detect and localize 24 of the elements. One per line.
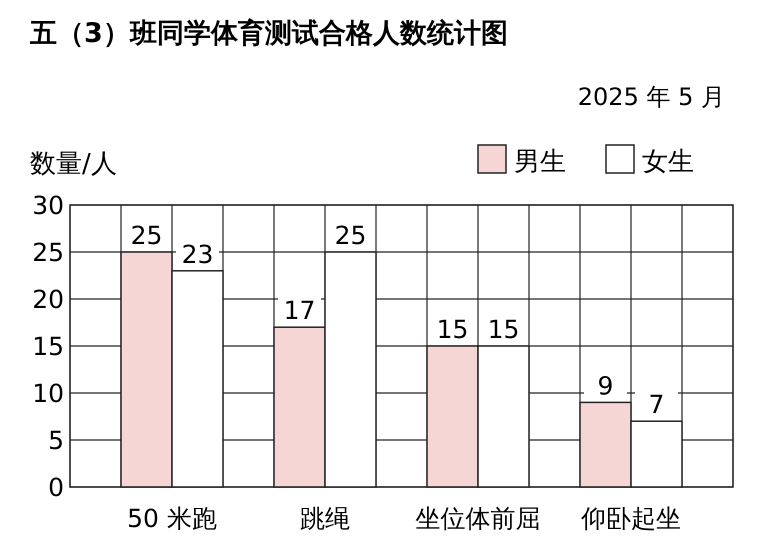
y-tick-label: 25 bbox=[32, 238, 64, 267]
data-label: 17 bbox=[284, 296, 316, 326]
data-label: 7 bbox=[648, 390, 664, 420]
y-tick-label: 10 bbox=[32, 379, 64, 408]
x-tick-label: 50 米跑 bbox=[127, 504, 217, 533]
data-label: 15 bbox=[436, 315, 468, 344]
chart-subtitle: 2025 年 5 月 bbox=[578, 83, 725, 111]
data-label: 23 bbox=[182, 240, 214, 269]
data-label: 25 bbox=[334, 221, 366, 250]
y-tick-label: 20 bbox=[32, 285, 64, 314]
x-tick-label: 跳绳 bbox=[300, 504, 350, 533]
data-label: 9 bbox=[598, 371, 614, 400]
x-tick-label: 坐位体前屈 bbox=[416, 504, 540, 533]
y-axis-title: 数量/人 bbox=[30, 149, 117, 179]
legend-label: 女生 bbox=[642, 147, 694, 177]
data-label: 15 bbox=[488, 315, 520, 344]
y-tick-label: 15 bbox=[32, 332, 64, 361]
y-tick-label: 5 bbox=[48, 426, 64, 455]
y-tick-label: 30 bbox=[32, 191, 64, 220]
legend-label: 男生 bbox=[514, 147, 566, 177]
y-tick-label: 0 bbox=[48, 473, 64, 502]
chart-title: 五（3）班同学体育测试合格人数统计图 bbox=[29, 18, 508, 49]
data-label: 25 bbox=[130, 221, 162, 250]
x-tick-label: 仰卧起坐 bbox=[581, 504, 681, 533]
